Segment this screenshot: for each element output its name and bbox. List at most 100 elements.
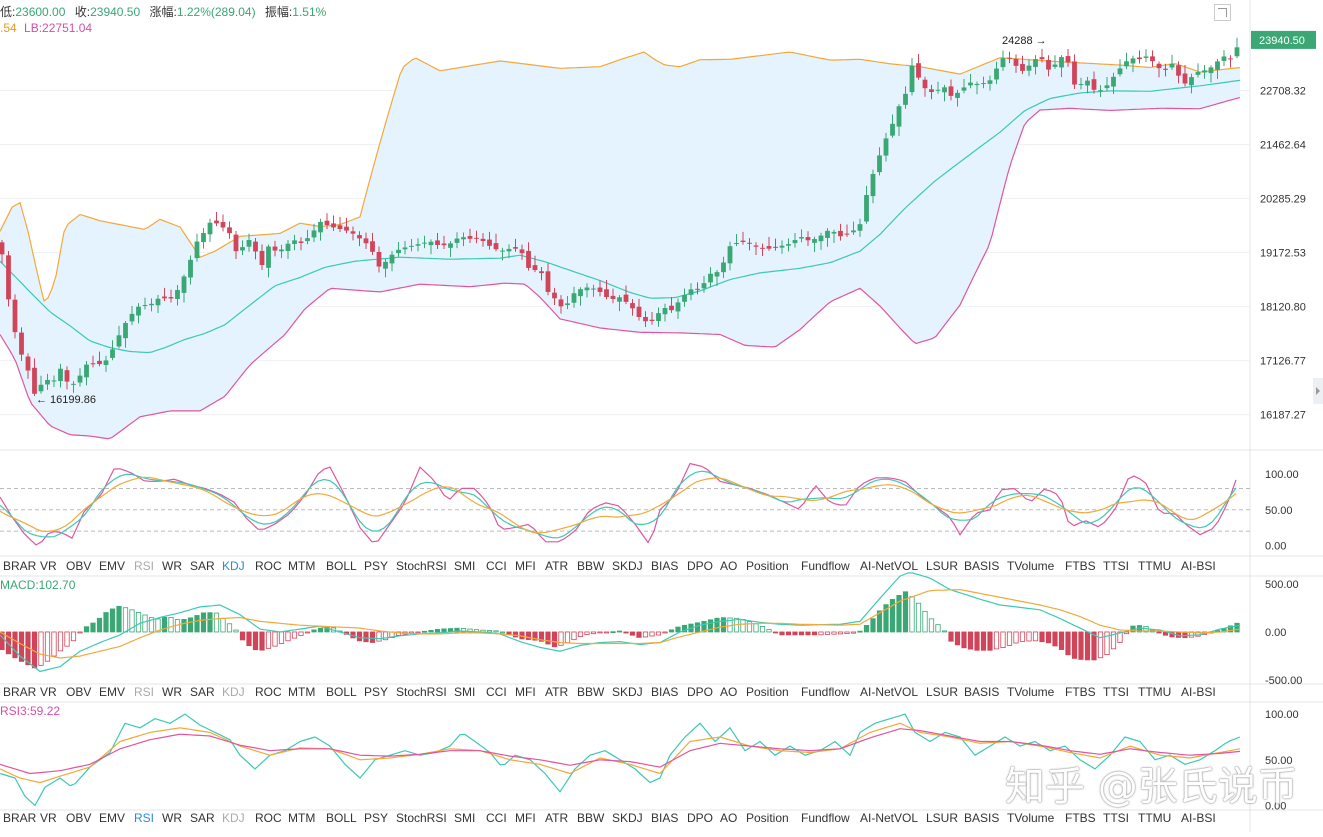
- tab-bbw[interactable]: BBW: [577, 685, 605, 699]
- tab-rsi[interactable]: RSI: [134, 685, 155, 699]
- tab-psy[interactable]: PSY: [364, 685, 389, 699]
- tab-kdj[interactable]: KDJ: [222, 811, 245, 825]
- tab-basis[interactable]: BASIS: [964, 559, 1000, 573]
- tab-sar[interactable]: SAR: [190, 559, 215, 573]
- tab-boll[interactable]: BOLL: [326, 811, 357, 825]
- tab-brar[interactable]: BRAR: [3, 685, 37, 699]
- tab-atr[interactable]: ATR: [545, 811, 569, 825]
- tab-ai-bsi[interactable]: AI-BSI: [1181, 811, 1216, 825]
- tab-position[interactable]: Position: [746, 559, 789, 573]
- tab-mtm[interactable]: MTM: [288, 685, 316, 699]
- tab-wr[interactable]: WR: [162, 811, 182, 825]
- tab-smi[interactable]: SMI: [454, 559, 476, 573]
- tab-skdj[interactable]: SKDJ: [612, 685, 643, 699]
- collapse-panel-handle[interactable]: [1313, 378, 1323, 404]
- tab-vr[interactable]: VR: [40, 685, 57, 699]
- tab-brar[interactable]: BRAR: [3, 559, 37, 573]
- tab-ai-bsi[interactable]: AI-BSI: [1181, 685, 1216, 699]
- tab-ttsi[interactable]: TTSI: [1103, 811, 1129, 825]
- tab-fundflow[interactable]: Fundflow: [801, 811, 850, 825]
- tab-psy[interactable]: PSY: [364, 559, 389, 573]
- tab-mtm[interactable]: MTM: [288, 559, 316, 573]
- candle-body: [662, 308, 668, 315]
- tab-dpo[interactable]: DPO: [687, 811, 714, 825]
- tab-sar[interactable]: SAR: [190, 811, 215, 825]
- tab-boll[interactable]: BOLL: [326, 559, 357, 573]
- tab-ftbs[interactable]: FTBS: [1065, 559, 1096, 573]
- tab-ai-netvol[interactable]: AI-NetVOL: [860, 559, 919, 573]
- tab-dpo[interactable]: DPO: [687, 559, 714, 573]
- tab-emv[interactable]: EMV: [99, 811, 126, 825]
- fullscreen-icon[interactable]: [1214, 4, 1231, 21]
- tab-sar[interactable]: SAR: [190, 685, 215, 699]
- tab-ao[interactable]: AO: [720, 811, 738, 825]
- tab-vr[interactable]: VR: [40, 811, 57, 825]
- tab-kdj[interactable]: KDJ: [222, 559, 245, 573]
- tab-obv[interactable]: OBV: [66, 685, 92, 699]
- tab-ai-netvol[interactable]: AI-NetVOL: [860, 685, 919, 699]
- tab-smi[interactable]: SMI: [454, 685, 476, 699]
- tab-fundflow[interactable]: Fundflow: [801, 685, 850, 699]
- tab-smi[interactable]: SMI: [454, 811, 476, 825]
- tab-bbw[interactable]: BBW: [577, 811, 605, 825]
- tab-stochrsi[interactable]: StochRSI: [396, 559, 447, 573]
- tab-stochrsi[interactable]: StochRSI: [396, 811, 447, 825]
- tab-dpo[interactable]: DPO: [687, 685, 714, 699]
- tab-bias[interactable]: BIAS: [651, 685, 679, 699]
- tab-bias[interactable]: BIAS: [651, 811, 679, 825]
- tab-roc[interactable]: ROC: [255, 559, 282, 573]
- tab-cci[interactable]: CCI: [486, 811, 507, 825]
- tab-boll[interactable]: BOLL: [326, 685, 357, 699]
- tab-bias[interactable]: BIAS: [651, 559, 679, 573]
- tab-obv[interactable]: OBV: [66, 811, 92, 825]
- candle-body: [805, 237, 811, 241]
- tab-tvolume[interactable]: TVolume: [1007, 811, 1055, 825]
- tab-rsi[interactable]: RSI: [134, 559, 155, 573]
- tab-fundflow[interactable]: Fundflow: [801, 559, 850, 573]
- tab-position[interactable]: Position: [746, 685, 789, 699]
- tab-mfi[interactable]: MFI: [515, 559, 536, 573]
- tab-stochrsi[interactable]: StochRSI: [396, 685, 447, 699]
- tab-lsur[interactable]: LSUR: [926, 559, 959, 573]
- tab-skdj[interactable]: SKDJ: [612, 811, 643, 825]
- tab-lsur[interactable]: LSUR: [926, 685, 959, 699]
- tab-mfi[interactable]: MFI: [515, 685, 536, 699]
- tab-wr[interactable]: WR: [162, 559, 182, 573]
- tab-ai-bsi[interactable]: AI-BSI: [1181, 559, 1216, 573]
- tab-atr[interactable]: ATR: [545, 685, 569, 699]
- tab-ftbs[interactable]: FTBS: [1065, 685, 1096, 699]
- tab-tvolume[interactable]: TVolume: [1007, 559, 1055, 573]
- tab-ttmu[interactable]: TTMU: [1138, 559, 1172, 573]
- tab-ao[interactable]: AO: [720, 685, 738, 699]
- tab-rsi[interactable]: RSI: [134, 811, 155, 825]
- tab-basis[interactable]: BASIS: [964, 811, 1000, 825]
- tab-ftbs[interactable]: FTBS: [1065, 811, 1096, 825]
- tab-kdj[interactable]: KDJ: [222, 685, 245, 699]
- tab-obv[interactable]: OBV: [66, 559, 92, 573]
- tab-ttmu[interactable]: TTMU: [1138, 685, 1172, 699]
- tab-mfi[interactable]: MFI: [515, 811, 536, 825]
- tab-emv[interactable]: EMV: [99, 559, 126, 573]
- tab-tvolume[interactable]: TVolume: [1007, 685, 1055, 699]
- tab-roc[interactable]: ROC: [255, 811, 282, 825]
- tab-emv[interactable]: EMV: [99, 685, 126, 699]
- tab-roc[interactable]: ROC: [255, 685, 282, 699]
- tab-basis[interactable]: BASIS: [964, 685, 1000, 699]
- tab-lsur[interactable]: LSUR: [926, 811, 959, 825]
- tab-ao[interactable]: AO: [720, 559, 738, 573]
- tab-mtm[interactable]: MTM: [288, 811, 316, 825]
- tab-brar[interactable]: BRAR: [3, 811, 37, 825]
- tab-ttmu[interactable]: TTMU: [1138, 811, 1172, 825]
- tab-position[interactable]: Position: [746, 811, 789, 825]
- tab-bbw[interactable]: BBW: [577, 559, 605, 573]
- tab-ttsi[interactable]: TTSI: [1103, 685, 1129, 699]
- tab-psy[interactable]: PSY: [364, 811, 389, 825]
- tab-ttsi[interactable]: TTSI: [1103, 559, 1129, 573]
- tab-cci[interactable]: CCI: [486, 559, 507, 573]
- tab-ai-netvol[interactable]: AI-NetVOL: [860, 811, 919, 825]
- tab-cci[interactable]: CCI: [486, 685, 507, 699]
- tab-skdj[interactable]: SKDJ: [612, 559, 643, 573]
- tab-vr[interactable]: VR: [40, 559, 57, 573]
- tab-atr[interactable]: ATR: [545, 559, 569, 573]
- tab-wr[interactable]: WR: [162, 685, 182, 699]
